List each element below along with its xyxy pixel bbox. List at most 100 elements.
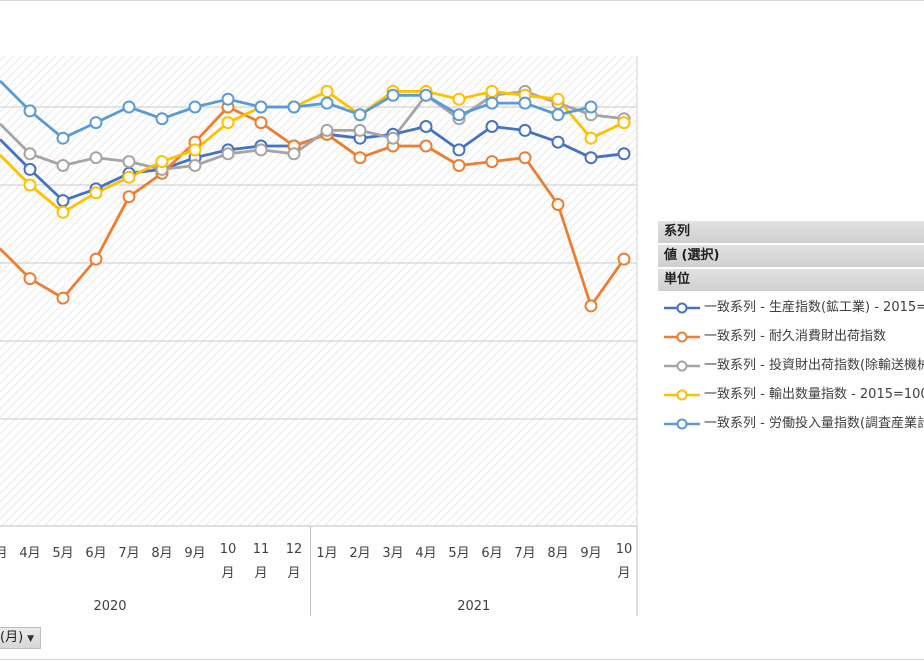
data-point[interactable] [221, 92, 235, 106]
data-point[interactable] [122, 100, 136, 114]
data-point[interactable] [188, 143, 202, 157]
legend-item[interactable]: 一致系列 - 生産指数(鉱工業) - 2015=100 [658, 293, 924, 322]
data-point[interactable] [188, 159, 202, 172]
data-point[interactable] [89, 116, 103, 130]
data-point[interactable] [584, 131, 598, 145]
data-point[interactable] [617, 116, 631, 130]
data-point[interactable] [89, 252, 103, 266]
data-point[interactable] [254, 100, 268, 114]
data-point[interactable] [56, 159, 70, 172]
legend-label: 一致系列 - 耐久消費財出荷指数 [704, 329, 886, 344]
legend-swatch [664, 331, 700, 343]
data-point[interactable] [353, 108, 367, 122]
x-tick-label: 7月 [514, 546, 535, 561]
data-point[interactable] [419, 88, 433, 102]
legend-swatch [664, 418, 700, 430]
data-point[interactable] [452, 143, 466, 157]
legend-header-value[interactable]: 値 (選択) [658, 245, 924, 267]
legend-header-series[interactable]: 系列 [658, 221, 924, 243]
x-tick-label: 12 [286, 542, 303, 557]
data-point[interactable] [320, 123, 334, 137]
data-point[interactable] [518, 96, 532, 110]
data-point[interactable] [221, 116, 235, 130]
data-point[interactable] [584, 151, 598, 165]
legend-item[interactable]: 一致系列 - 耐久消費財出荷指数 [658, 322, 924, 351]
x-tick-label-unit: 月 [617, 566, 630, 581]
month-filter-button[interactable]: (月) ▼ [0, 627, 42, 649]
data-point[interactable] [584, 299, 598, 313]
x-tick-label: 9月 [184, 546, 205, 561]
x-tick-label: 6月 [85, 546, 106, 561]
data-point[interactable] [584, 100, 598, 114]
data-point[interactable] [452, 108, 466, 122]
data-point[interactable] [386, 131, 400, 145]
data-point[interactable] [56, 194, 70, 208]
data-point[interactable] [188, 100, 202, 114]
x-tick-label: 9月 [580, 546, 601, 561]
data-point[interactable] [353, 123, 367, 137]
data-point[interactable] [254, 143, 268, 157]
x-tick-label-unit: 月 [254, 566, 267, 581]
data-point[interactable] [89, 186, 103, 200]
legend-header-unit[interactable]: 単位 [658, 269, 924, 291]
year-group-label: 2020 [93, 599, 126, 614]
x-tick-label: 4月 [19, 546, 40, 561]
legend-item[interactable]: 一致系列 - 投資財出荷指数(除輸送機械) [658, 351, 924, 380]
data-point[interactable] [122, 155, 136, 169]
data-point[interactable] [551, 92, 565, 106]
data-point[interactable] [452, 92, 466, 106]
year-group-label: 2021 [457, 599, 490, 614]
data-point[interactable] [23, 162, 37, 176]
data-point[interactable] [56, 291, 70, 305]
legend-label: 一致系列 - 労働投入量指数(調査産業計) [704, 416, 924, 431]
data-point[interactable] [518, 123, 532, 137]
data-point[interactable] [23, 147, 37, 161]
data-point[interactable] [551, 108, 565, 122]
data-point[interactable] [617, 147, 631, 161]
data-point[interactable] [353, 151, 367, 165]
data-point[interactable] [221, 147, 235, 161]
data-point[interactable] [320, 84, 334, 98]
x-tick-label: 5月 [448, 546, 469, 561]
x-tick-label: 4月 [415, 546, 436, 561]
data-point[interactable] [122, 170, 136, 184]
data-point[interactable] [23, 104, 37, 118]
x-tick-label: 8月 [151, 546, 172, 561]
data-point[interactable] [485, 155, 499, 169]
data-point[interactable] [386, 88, 400, 102]
legend-item[interactable]: 一致系列 - 労働投入量指数(調査産業計) [658, 409, 924, 438]
plot-area [0, 56, 637, 526]
data-point[interactable] [287, 147, 301, 161]
legend-item[interactable]: 一致系列 - 輸出数量指数 - 2015=100 [658, 380, 924, 409]
data-point[interactable] [23, 178, 37, 192]
data-point[interactable] [155, 112, 169, 126]
data-point[interactable] [89, 151, 103, 165]
data-point[interactable] [485, 120, 499, 133]
data-point[interactable] [551, 135, 565, 149]
data-point[interactable] [56, 205, 70, 219]
data-point[interactable] [419, 139, 433, 153]
data-point[interactable] [287, 100, 301, 114]
data-point[interactable] [518, 151, 532, 165]
data-point[interactable] [254, 116, 268, 130]
data-point[interactable] [122, 190, 136, 204]
x-tick-label: 3月 [0, 546, 8, 561]
legend-swatch [664, 360, 700, 372]
data-point[interactable] [551, 198, 565, 211]
data-point[interactable] [320, 96, 334, 110]
legend-swatch [664, 389, 700, 401]
dropdown-arrow-icon: ▼ [27, 634, 35, 644]
data-point[interactable] [23, 272, 37, 286]
data-point[interactable] [155, 155, 169, 169]
legend-swatch [664, 302, 700, 314]
data-point[interactable] [452, 159, 466, 172]
data-point[interactable] [419, 120, 433, 133]
data-point[interactable] [485, 84, 499, 98]
legend-label: 一致系列 - 生産指数(鉱工業) - 2015=100 [704, 300, 924, 315]
data-point[interactable] [485, 96, 499, 110]
data-point[interactable] [617, 252, 631, 266]
data-point[interactable] [56, 131, 70, 145]
x-tick-label-unit: 月 [221, 566, 234, 581]
